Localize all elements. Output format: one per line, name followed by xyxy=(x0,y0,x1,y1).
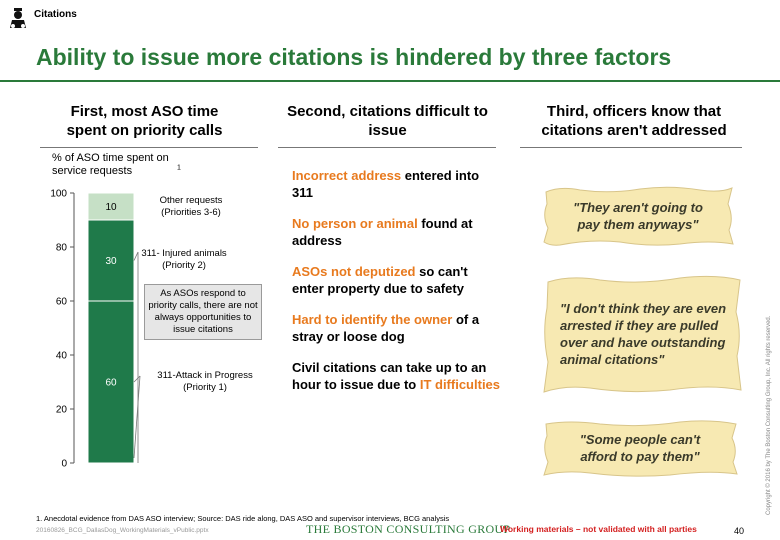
column-divider-3 xyxy=(520,147,742,148)
footnote: 1. Anecdotal evidence from DAS ASO inter… xyxy=(36,514,450,523)
column-divider-1 xyxy=(40,147,258,148)
column-divider-2 xyxy=(278,147,496,148)
chart-callout: As ASOs respond to priority calls, there… xyxy=(144,284,262,340)
series-label: 311- Injured animals (Priority 2) xyxy=(141,248,227,271)
column-heading-2: Second, citations difficult to issue xyxy=(287,103,488,139)
bar-data-label: 60 xyxy=(105,378,117,389)
reason-item: No person or animal found at address xyxy=(292,216,473,248)
copyright-notice: Copyright © 2016 by The Boston Consultin… xyxy=(766,315,772,515)
reason-item: ASOs not deputized so can't enter proper… xyxy=(292,264,468,296)
bar-data-label: 10 xyxy=(105,202,117,213)
column-heading-3: Third, officers know that citations aren… xyxy=(541,103,727,139)
scroll-shape xyxy=(543,275,742,393)
quote-text: "Some people can't afford to pay them" xyxy=(579,432,701,464)
file-name: 20160826_BCG_DallasDog_WorkingMaterials_… xyxy=(36,527,209,534)
y-tick-label: 40 xyxy=(56,351,68,362)
quote-text: "They aren't going to pay them anyways" xyxy=(573,200,703,232)
footnote-marker: 1 xyxy=(177,164,181,172)
series-connector xyxy=(133,375,141,383)
quote-scroll-3: "Some people can't afford to pay them" xyxy=(540,418,740,478)
section-label: Citations xyxy=(34,9,77,20)
y-tick-label: 0 xyxy=(61,459,67,470)
scroll-shape xyxy=(543,420,738,477)
page-number: 40 xyxy=(734,526,745,536)
dog-officer-icon xyxy=(10,8,26,28)
series-connector xyxy=(133,375,141,459)
reason-item: Hard to identify the owner of a stray or… xyxy=(292,312,480,344)
series-label: 311-Attack in Progress (Priority 1) xyxy=(157,370,253,393)
reason-item: Civil citations can take up to an hour t… xyxy=(292,360,501,392)
scroll-shape xyxy=(543,186,734,246)
quote-scroll-2: "I don't think they are even arrested if… xyxy=(540,272,744,396)
column-heading-1: First, most ASO time spent on priority c… xyxy=(66,103,223,139)
working-materials-warning: Working materials – not validated with a… xyxy=(500,524,697,534)
reasons-list: Incorrect address entered into 311 No pe… xyxy=(292,167,502,407)
y-tick-label: 60 xyxy=(56,297,68,308)
series-label: Other requests (Priorities 3-6) xyxy=(160,195,223,218)
stacked-bar-chart: 0 20 40 60 80 100 60 30 10 311-Attack in Progress… xyxy=(50,189,253,470)
quote-scroll-1: "They aren't going to pay them anyways" xyxy=(540,184,736,248)
bcg-logo: THE BOSTON CONSULTING GROUP xyxy=(306,522,511,536)
chart-title: % of ASO time spent on service requests 1 xyxy=(52,152,181,177)
page-title: Ability to issue more citations is hinde… xyxy=(36,44,672,70)
quote-text: "I don't think they are even arrested if… xyxy=(560,301,727,367)
bar-segment xyxy=(87,192,135,221)
series-connector xyxy=(133,251,139,261)
bar-data-label: 30 xyxy=(105,256,117,267)
y-tick-label: 80 xyxy=(56,243,68,254)
title-divider xyxy=(0,80,780,82)
reason-item: Incorrect address entered into 311 xyxy=(292,168,480,200)
y-tick-label: 100 xyxy=(50,189,67,200)
y-tick-label: 20 xyxy=(56,405,68,416)
